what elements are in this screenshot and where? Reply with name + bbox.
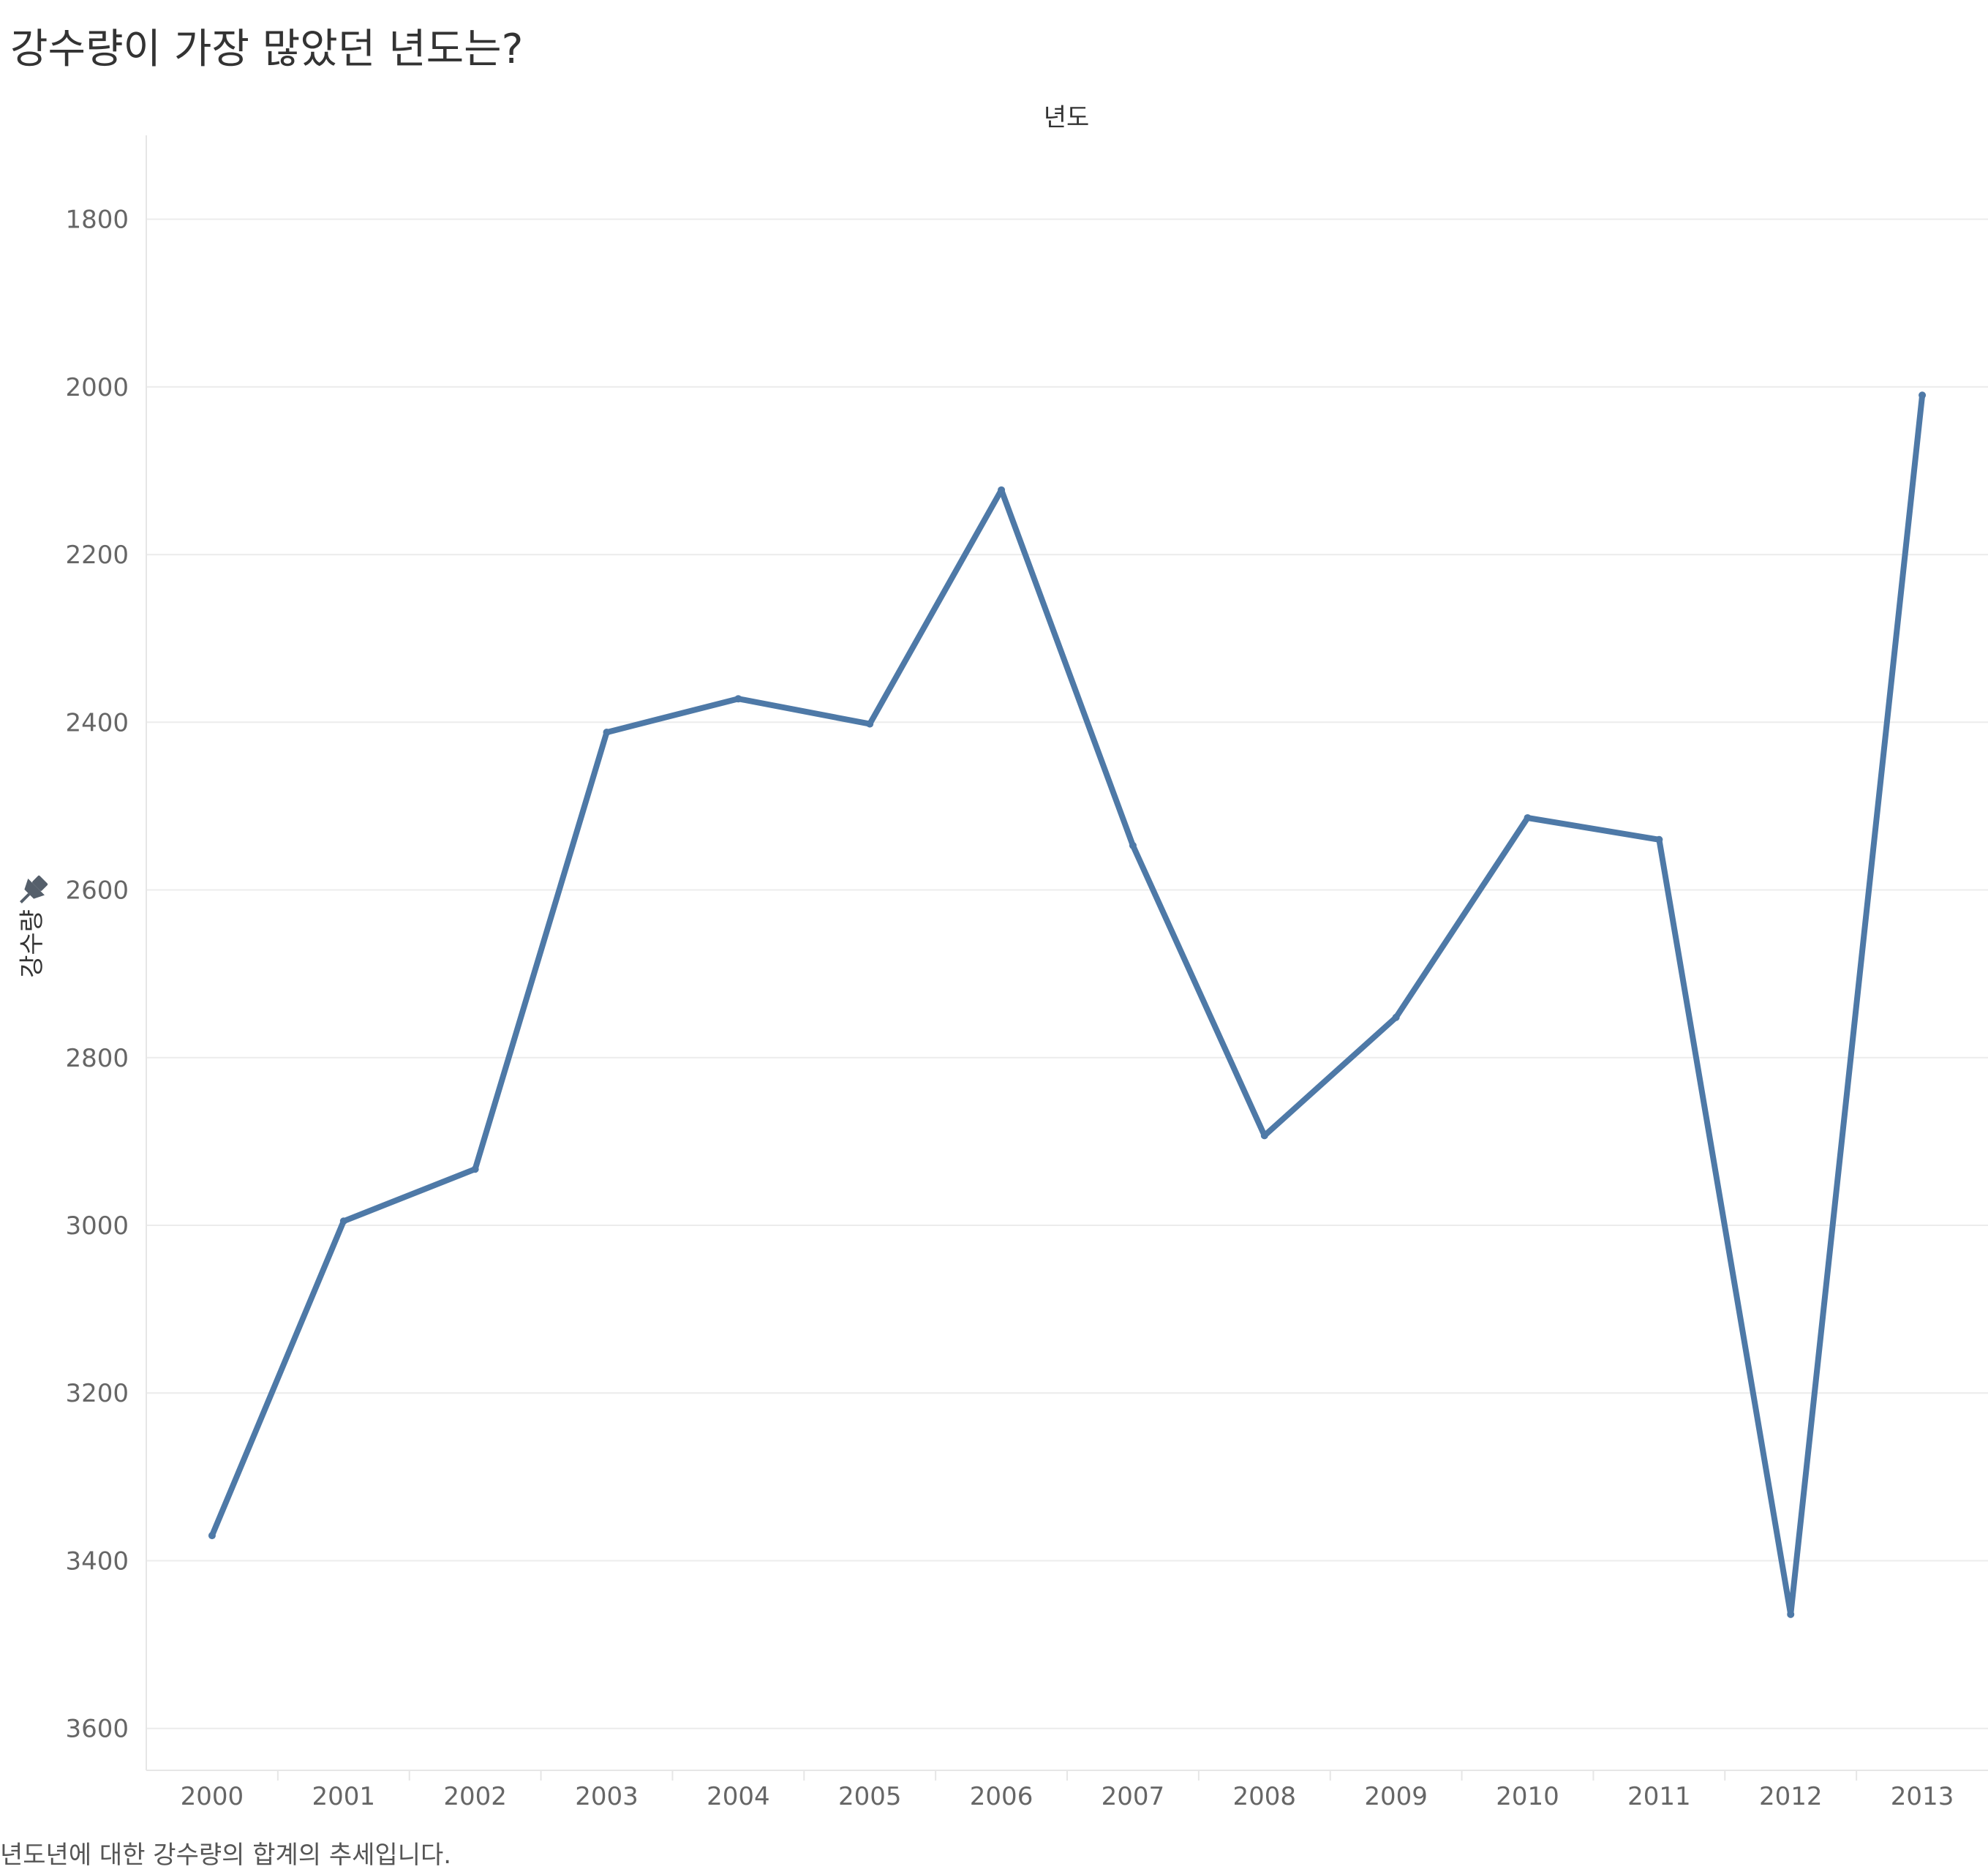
data-point[interactable] — [603, 729, 611, 737]
y-tick-label: 2400 — [65, 708, 129, 737]
data-point[interactable] — [1919, 391, 1927, 399]
y-tick-label: 2800 — [65, 1044, 129, 1073]
chart-title: 강수량이 가장 많았던 년도는? — [10, 26, 524, 73]
y-tick-label: 2200 — [65, 541, 129, 570]
data-point[interactable] — [471, 1165, 479, 1173]
x-tick-label: 2007 — [1102, 1782, 1165, 1811]
x-tick-label: 2004 — [707, 1782, 770, 1811]
y-axis-title: 강수량 — [18, 909, 47, 978]
x-tick-label: 2001 — [312, 1782, 376, 1811]
chart-caption: 년도년에 대한 강수량의 합계의 추세입니다. — [0, 1841, 452, 1870]
axis-layer — [146, 135, 1988, 1781]
pin-icon[interactable] — [12, 871, 52, 911]
x-tick-label: 2003 — [575, 1782, 639, 1811]
data-point[interactable] — [734, 695, 742, 703]
tick-layer: 1800 2000 2200 2400 2600 2800 3000 3200 3400 3600… — [65, 206, 1954, 1811]
data-point[interactable] — [1260, 1132, 1268, 1140]
x-tick-label: 2000 — [181, 1782, 244, 1811]
x-tick-label: 2006 — [970, 1782, 1033, 1811]
data-point[interactable] — [339, 1217, 347, 1225]
y-axis-title-group: 강수량 — [18, 909, 47, 978]
x-tick-label: 2009 — [1364, 1782, 1428, 1811]
grid-layer — [146, 218, 1988, 1729]
data-point[interactable] — [1524, 813, 1532, 822]
y-tick-label: 2600 — [65, 876, 129, 906]
x-tick-label: 2005 — [838, 1782, 902, 1811]
series-layer — [208, 391, 1927, 1618]
data-point[interactable] — [866, 720, 874, 728]
x-tick-label: 2002 — [443, 1782, 507, 1811]
y-tick-label: 3000 — [65, 1211, 129, 1241]
data-point[interactable] — [1392, 1013, 1400, 1021]
data-point[interactable] — [1655, 835, 1663, 843]
x-tick-label: 2012 — [1759, 1782, 1823, 1811]
y-tick-label: 1800 — [65, 206, 129, 235]
y-tick-label: 3400 — [65, 1546, 129, 1576]
data-point[interactable] — [1129, 841, 1137, 849]
x-tick-label: 2011 — [1627, 1782, 1691, 1811]
data-point[interactable] — [998, 486, 1006, 494]
y-tick-label: 3200 — [65, 1379, 129, 1408]
x-tick-label: 2010 — [1496, 1782, 1559, 1811]
data-point[interactable] — [1787, 1610, 1795, 1618]
series-line[interactable] — [208, 392, 1926, 1617]
data-point[interactable] — [208, 1532, 216, 1540]
x-tick-label: 2008 — [1233, 1782, 1297, 1811]
y-tick-label: 3600 — [65, 1715, 129, 1744]
x-axis-title: 년도 — [1044, 103, 1090, 132]
y-tick-label: 2000 — [65, 373, 129, 402]
x-tick-label: 2013 — [1891, 1782, 1954, 1811]
